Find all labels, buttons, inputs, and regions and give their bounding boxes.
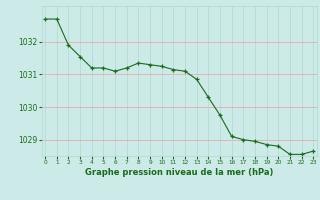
X-axis label: Graphe pression niveau de la mer (hPa): Graphe pression niveau de la mer (hPa) [85,168,273,177]
